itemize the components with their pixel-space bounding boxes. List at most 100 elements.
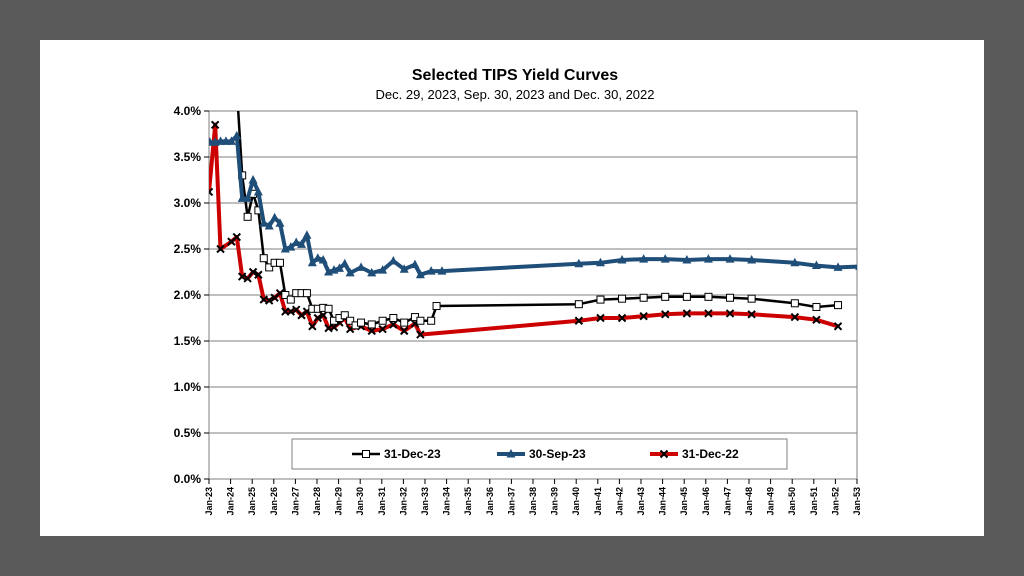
legend-item: 30-Sep-23 [497, 447, 586, 461]
data-point [243, 193, 253, 202]
data-point [345, 267, 355, 277]
data-point [254, 270, 263, 279]
data-point [682, 309, 692, 318]
data-point [259, 254, 268, 263]
data-point [416, 330, 425, 339]
x-tick-label: Jan-33 [420, 487, 430, 516]
data-point [639, 293, 648, 302]
data-point [286, 242, 296, 251]
y-tick-label: 0.5% [174, 426, 202, 440]
x-tick-label: Jan-51 [809, 487, 819, 516]
x-tick-label: Jan-26 [269, 487, 279, 516]
data-point [286, 307, 295, 316]
x-tick-label: Jan-28 [312, 487, 322, 516]
data-point [318, 255, 328, 264]
data-point [574, 300, 583, 309]
data-point [812, 315, 821, 325]
data-point [725, 309, 735, 318]
data-point [595, 257, 605, 267]
data-point [248, 267, 258, 277]
x-tick-label: Jan-30 [355, 487, 365, 516]
data-point [210, 120, 220, 130]
data-point [389, 320, 398, 329]
chart: Selected TIPS Yield Curves Dec. 29, 2023… [174, 67, 862, 516]
data-point [340, 258, 350, 268]
x-tick-label: Jan-32 [398, 487, 408, 516]
data-point [704, 309, 713, 318]
data-point [367, 267, 377, 277]
x-tick-label: Jan-43 [636, 487, 646, 516]
series-layer [209, 85, 857, 339]
data-point [243, 274, 252, 283]
x-tick-label: Jan-47 [722, 487, 732, 516]
data-point [811, 260, 821, 270]
data-point [682, 292, 691, 301]
x-tick-label: Jan-38 [528, 487, 538, 516]
x-tick-label: Jan-45 [679, 487, 689, 516]
data-point [291, 237, 301, 247]
x-tick-label: Jan-27 [290, 487, 300, 516]
data-point [259, 218, 269, 227]
data-point [324, 304, 333, 313]
data-point [660, 254, 670, 263]
data-point [725, 254, 735, 263]
data-point [357, 318, 366, 327]
x-tick-label: Jan-48 [744, 487, 754, 516]
x-tick-label: Jan-44 [658, 487, 668, 516]
data-point [415, 269, 425, 279]
data-point [661, 292, 670, 301]
y-tick-label: 2.0% [174, 288, 202, 302]
data-point [574, 316, 584, 325]
y-tick-label: 4.0% [174, 104, 202, 118]
data-point [378, 316, 387, 325]
data-point [747, 310, 756, 319]
data-point [682, 255, 692, 264]
data-point [378, 265, 388, 274]
data-point [416, 316, 425, 325]
data-point [308, 322, 317, 331]
x-tick-label: Jan-36 [485, 487, 495, 516]
legend-label: 30-Sep-23 [529, 447, 586, 461]
data-point [661, 310, 670, 319]
series-31-Dec-22 [209, 120, 843, 339]
data-point [232, 130, 242, 140]
y-tick-label: 2.5% [174, 242, 202, 256]
x-tick-label: Jan-34 [442, 487, 452, 516]
data-point [265, 263, 274, 272]
data-point [389, 314, 398, 322]
data-point [340, 311, 349, 320]
data-point [302, 230, 312, 239]
data-point [596, 295, 605, 304]
x-tick-label: Jan-25 [247, 487, 257, 516]
data-point [726, 293, 735, 302]
x-tick-label: Jan-39 [550, 487, 560, 516]
data-point [855, 266, 857, 270]
data-point [790, 312, 800, 322]
data-point [275, 218, 285, 227]
data-point [302, 289, 311, 298]
legend-item: 31-Dec-23 [352, 447, 441, 461]
data-point [233, 85, 240, 92]
x-axis: Jan-23 Jan-24 Jan-25 Jan-26 Jan-27 Jan-28 Jan-… [204, 479, 862, 516]
chart-subtitle: Dec. 29, 2023, Sep. 30, 2023 and Dec. 30… [376, 87, 655, 102]
data-point [426, 266, 436, 275]
data-point [659, 449, 669, 459]
data-point [399, 264, 409, 273]
data-point [833, 322, 843, 331]
data-point [812, 302, 821, 311]
data-point [790, 299, 799, 308]
x-tick-label: Jan-49 [766, 487, 776, 516]
data-point [367, 326, 376, 336]
data-point [618, 294, 627, 303]
data-point [318, 311, 328, 320]
data-point [639, 254, 649, 263]
data-point [574, 258, 584, 268]
data-point [307, 257, 317, 267]
data-point [617, 255, 627, 264]
y-tick-label: 1.0% [174, 380, 202, 394]
data-point [378, 324, 387, 334]
x-tick-label: Jan-50 [787, 487, 797, 516]
grid-layer [209, 156, 857, 434]
data-point [286, 295, 295, 304]
data-point [313, 313, 323, 323]
